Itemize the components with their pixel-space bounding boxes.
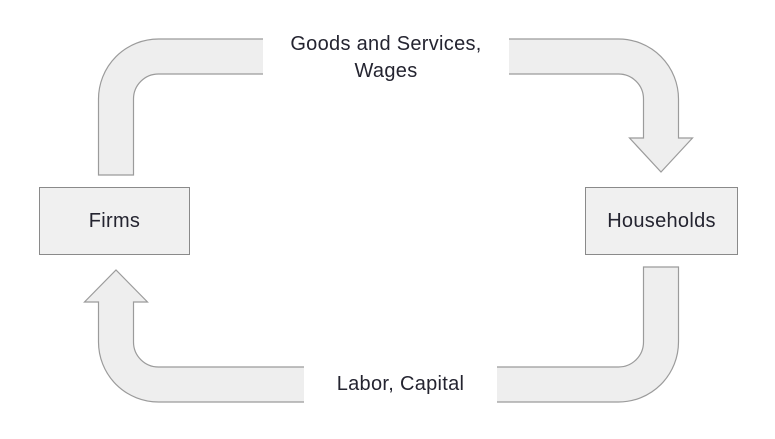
firms-box: Firms [39,187,190,255]
top-flow-arrow [97,38,694,176]
households-label: Households [607,209,716,232]
top-flow-label-line2: Wages [354,60,418,82]
firms-label: Firms [88,209,141,232]
bottom-flow-arrow [83,266,680,403]
top-flow-label: Goods and Services, Wages [263,30,509,86]
bottom-flow-label-text: Labor, Capital [336,372,465,395]
top-flow-label-line1: Goods and Services, [290,33,482,55]
bottom-flow-label: Labor, Capital [304,361,497,407]
households-box: Households [585,187,738,255]
